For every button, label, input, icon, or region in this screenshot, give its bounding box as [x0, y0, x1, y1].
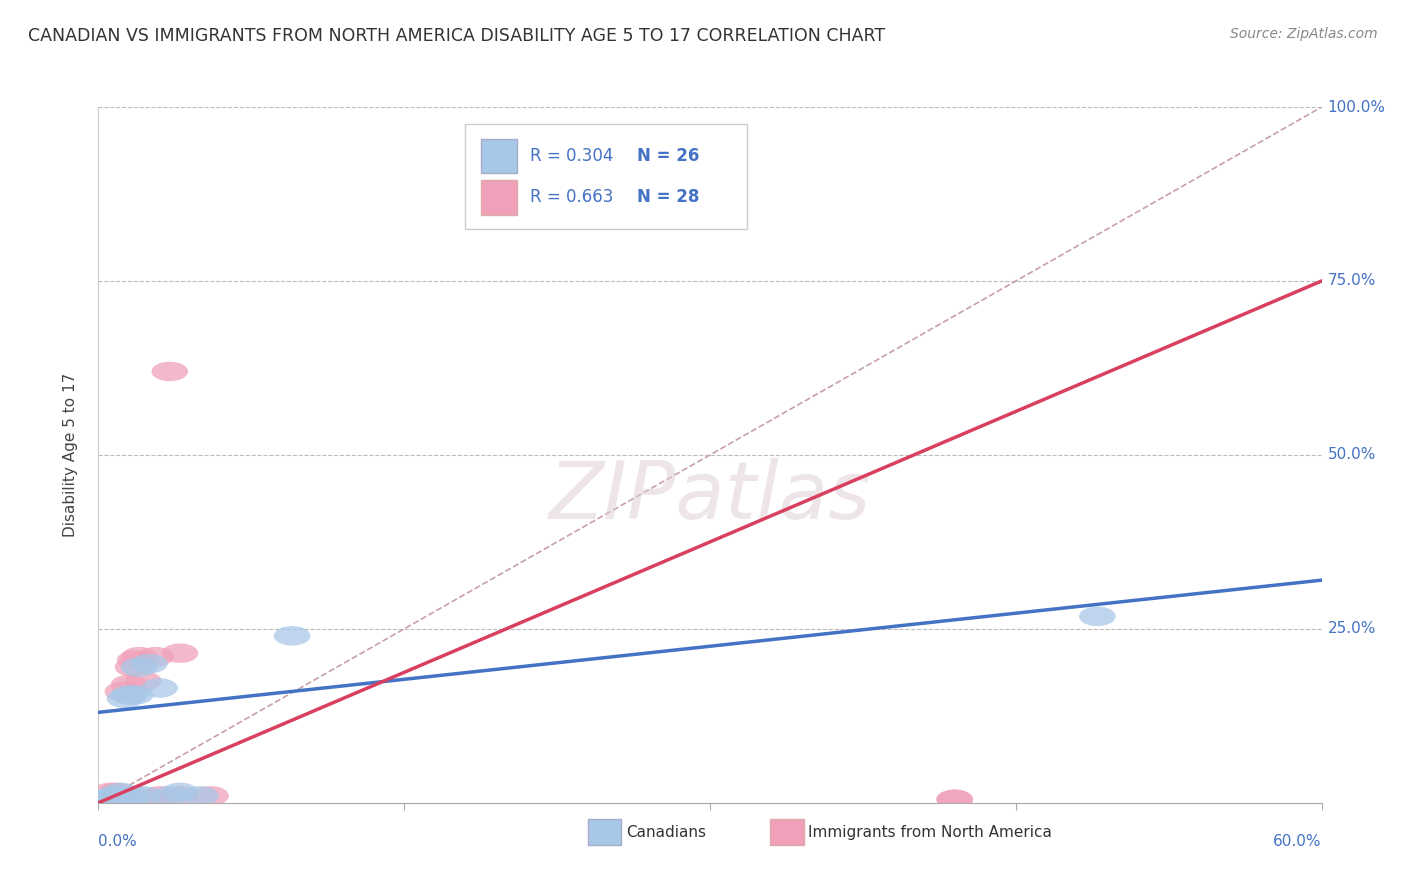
Ellipse shape: [274, 626, 311, 646]
Ellipse shape: [111, 789, 148, 809]
Text: Immigrants from North America: Immigrants from North America: [808, 825, 1052, 839]
Ellipse shape: [121, 657, 157, 677]
Text: CANADIAN VS IMMIGRANTS FROM NORTH AMERICA DISABILITY AGE 5 TO 17 CORRELATION CHA: CANADIAN VS IMMIGRANTS FROM NORTH AMERIC…: [28, 27, 886, 45]
Ellipse shape: [93, 789, 129, 809]
Ellipse shape: [125, 786, 162, 805]
Ellipse shape: [90, 789, 127, 809]
Ellipse shape: [107, 689, 143, 708]
Text: 75.0%: 75.0%: [1327, 274, 1376, 288]
FancyBboxPatch shape: [481, 180, 517, 215]
Ellipse shape: [121, 647, 157, 666]
Ellipse shape: [86, 789, 122, 809]
Ellipse shape: [131, 654, 167, 673]
Ellipse shape: [152, 361, 188, 381]
Text: 25.0%: 25.0%: [1327, 622, 1376, 636]
Text: 100.0%: 100.0%: [1327, 100, 1386, 114]
Ellipse shape: [103, 782, 139, 802]
Ellipse shape: [104, 786, 141, 805]
Ellipse shape: [94, 786, 131, 805]
Y-axis label: Disability Age 5 to 17: Disability Age 5 to 17: [63, 373, 77, 537]
Ellipse shape: [94, 789, 131, 809]
Text: 0.0%: 0.0%: [98, 834, 138, 849]
Text: Canadians: Canadians: [626, 825, 706, 839]
Ellipse shape: [112, 789, 149, 809]
Ellipse shape: [181, 786, 219, 805]
Ellipse shape: [94, 789, 131, 809]
Ellipse shape: [84, 789, 121, 809]
Ellipse shape: [131, 789, 167, 809]
Ellipse shape: [162, 782, 198, 802]
Ellipse shape: [98, 789, 135, 809]
Ellipse shape: [125, 672, 162, 690]
Ellipse shape: [104, 789, 141, 809]
Ellipse shape: [111, 685, 148, 705]
Ellipse shape: [193, 786, 229, 805]
Ellipse shape: [97, 789, 134, 809]
Text: R = 0.304: R = 0.304: [530, 147, 613, 165]
Ellipse shape: [936, 789, 973, 809]
FancyBboxPatch shape: [481, 138, 517, 173]
Ellipse shape: [111, 674, 148, 694]
Ellipse shape: [138, 647, 174, 666]
Text: 50.0%: 50.0%: [1327, 448, 1376, 462]
Text: N = 28: N = 28: [637, 188, 699, 206]
Ellipse shape: [115, 786, 152, 805]
Ellipse shape: [89, 789, 125, 809]
Ellipse shape: [115, 657, 152, 677]
Ellipse shape: [117, 685, 153, 705]
Text: R = 0.663: R = 0.663: [530, 188, 613, 206]
Ellipse shape: [103, 786, 139, 805]
Ellipse shape: [100, 786, 138, 805]
Ellipse shape: [93, 782, 129, 802]
Text: 60.0%: 60.0%: [1274, 834, 1322, 849]
Ellipse shape: [108, 786, 145, 805]
Ellipse shape: [162, 643, 198, 663]
Ellipse shape: [98, 782, 135, 802]
Ellipse shape: [152, 786, 188, 805]
Ellipse shape: [100, 789, 138, 809]
FancyBboxPatch shape: [465, 124, 747, 229]
Text: N = 26: N = 26: [637, 147, 699, 165]
Text: Source: ZipAtlas.com: Source: ZipAtlas.com: [1230, 27, 1378, 41]
Ellipse shape: [1078, 607, 1116, 626]
Ellipse shape: [104, 681, 141, 701]
Ellipse shape: [141, 786, 179, 805]
Ellipse shape: [97, 789, 134, 809]
Ellipse shape: [89, 789, 125, 809]
Ellipse shape: [141, 678, 179, 698]
Ellipse shape: [162, 786, 198, 805]
Ellipse shape: [117, 650, 153, 670]
Ellipse shape: [86, 789, 122, 809]
Ellipse shape: [107, 789, 143, 809]
Ellipse shape: [936, 789, 973, 809]
Text: ZIPatlas: ZIPatlas: [548, 458, 872, 536]
Ellipse shape: [90, 789, 127, 809]
